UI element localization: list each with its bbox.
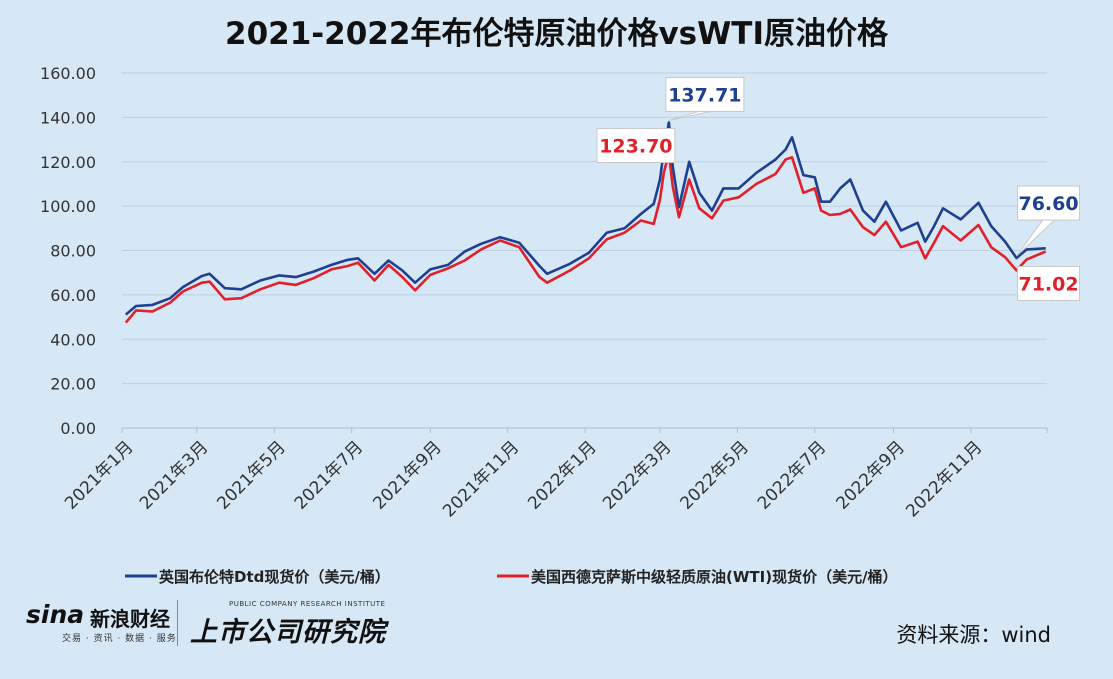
sina-finance-name: 新浪财经 — [90, 607, 170, 631]
series-lines — [124, 121, 1047, 324]
callout-label: 71.02 — [1018, 273, 1078, 295]
y-tick-label: 80.00 — [50, 242, 96, 261]
grid-lines — [122, 72, 1047, 385]
x-tick-label: 2021年11月 — [439, 437, 523, 521]
callout-box — [596, 128, 676, 164]
y-tick-label: 60.00 — [50, 286, 96, 305]
callout-1: 123.70 — [596, 128, 676, 164]
callout-pointer — [668, 110, 711, 121]
callout-label: 123.70 — [599, 136, 672, 158]
callout-label: 137.71 — [668, 84, 741, 106]
y-tick-label: 0.00 — [60, 419, 96, 438]
legend-label-0: 英国布伦特Dtd现货价（美元/桶） — [159, 568, 390, 586]
y-tick-label: 40.00 — [50, 330, 96, 349]
series-line-0 — [124, 121, 1046, 316]
axes: 0.00 20.00 40.00 60.00 80.00 100.00 120.00 140.… — [40, 64, 1048, 521]
callout-2: 76.60 — [1016, 185, 1081, 257]
callouts: 137.71 123.70 76.60 71.02 — [596, 76, 1081, 301]
legend: 英国布伦特Dtd现货价（美元/桶） 美国西德克萨斯中级轻质原油(WTI)现货价（美… — [125, 568, 898, 586]
callout-box — [1017, 185, 1081, 221]
callout-label: 76.60 — [1018, 193, 1078, 215]
y-tick-label: 160.00 — [40, 64, 96, 83]
institute-chinese-name: 上市公司研究院 — [190, 617, 386, 648]
x-tick-label: 2021年1月 — [61, 437, 137, 513]
callout-box — [1017, 265, 1081, 301]
x-tick-label: 2022年3月 — [599, 437, 675, 513]
source-note: 资料来源：wind — [896, 623, 1051, 647]
x-tick-label: 2022年11月 — [902, 437, 986, 521]
callout-box — [665, 76, 745, 112]
y-tick-label: 100.00 — [40, 197, 96, 216]
x-tick-label: 2022年9月 — [833, 437, 909, 513]
callout-0: 137.71 — [665, 76, 745, 121]
y-tick-label: 120.00 — [40, 153, 96, 172]
x-tick-label: 2021年7月 — [291, 437, 367, 513]
legend-label-1: 美国西德克萨斯中级轻质原油(WTI)现货价（美元/桶） — [531, 568, 898, 586]
x-tick-label: 2022年1月 — [524, 437, 600, 513]
x-tick-label: 2022年5月 — [676, 437, 752, 513]
callout-3: 71.02 — [1016, 265, 1081, 301]
x-tick-label: 2022年7月 — [754, 437, 830, 513]
x-tick-label: 2021年3月 — [136, 437, 212, 513]
sina-tagline: 交易 · 资讯 · 数据 · 服务 — [62, 634, 177, 644]
sina-logo: sina — [26, 600, 85, 629]
y-tick-label: 20.00 — [50, 375, 96, 394]
line-chart: 0.00 20.00 40.00 60.00 80.00 100.00 120.00 140.… — [40, 64, 1081, 586]
x-tick-label: 2021年5月 — [213, 437, 289, 513]
x-tick-label: 2021年9月 — [369, 437, 445, 513]
brand-block: sina 新浪财经 交易 · 资讯 · 数据 · 服务 PUBLIC COMPA… — [22, 600, 402, 648]
institute-english-name: PUBLIC COMPANY RESEARCH INSTITUTE — [229, 600, 386, 608]
brand-divider — [177, 600, 178, 646]
chart-title: 2021-2022年布伦特原油价格vsWTI原油价格 — [225, 16, 888, 52]
y-tick-label: 140.00 — [40, 108, 96, 127]
series-line-1 — [124, 152, 1047, 324]
